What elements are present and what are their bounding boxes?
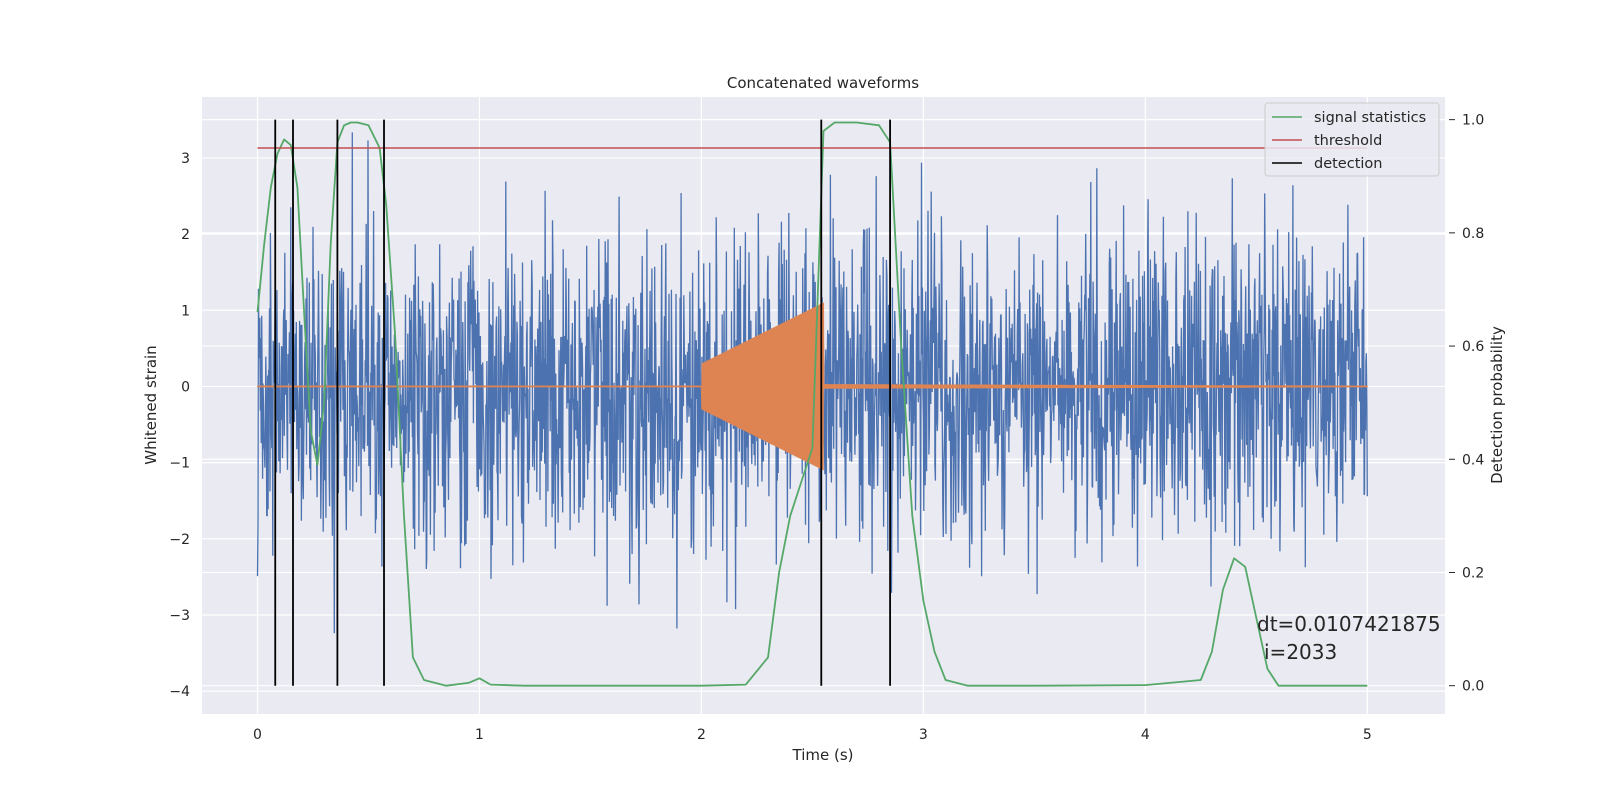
y-axis-label: Whitened strain [142,345,160,464]
y-tick-label: 3 [181,151,190,167]
y-tick-label: 1 [181,303,190,319]
x-tick-label: 0 [253,727,262,743]
x-tick-label: 2 [697,727,706,743]
y2-tick-label: 1.0 [1462,113,1484,129]
x-tick-label: 4 [1141,727,1150,743]
annotation-dt: dt=0.0107421875 [1257,612,1441,636]
y2-axis-label: Detection probability [1488,326,1506,484]
x-tick-label: 3 [919,727,928,743]
y-tick-label: −4 [169,684,190,700]
legend-label-threshold: threshold [1314,133,1382,149]
y2-tick-label: 0.8 [1462,226,1484,242]
y2-tick-label: 0.0 [1462,679,1484,695]
annotation-i: i=2033 [1264,640,1337,664]
signal-statistics-line [256,121,1368,687]
x-tick-label: 5 [1363,727,1372,743]
y2-tick-label: 0.4 [1462,452,1484,468]
injected-waveform-series [256,302,1368,471]
signal-statistics-series [256,121,1368,687]
y-tick-label: −1 [169,456,190,472]
y2-tick-label: 0.6 [1462,339,1484,355]
y-tick-label: −2 [169,532,190,548]
y-tick-label: 0 [181,379,190,395]
injected-waveform-line [256,302,1368,471]
y-tick-label: −3 [169,608,190,624]
x-axis-label: Time (s) [792,746,854,764]
tick-labels: 0 1 2 3 4 5 −4 −3 −2 −1 0 1 2 3 0.0 0.2 0.4 0.6 0.8 1.0 [169,113,1484,743]
y2-tick-label: 0.2 [1462,565,1484,581]
chart-title: Concatenated waveforms [727,74,919,92]
legend-label-detection: detection [1314,156,1382,172]
detection-lines [274,119,891,686]
x-tick-label: 1 [475,727,484,743]
legend: signal statistics threshold detection [1264,102,1440,177]
legend-label-signal-statistics: signal statistics [1314,110,1426,126]
legend-frame [1264,102,1440,177]
y-tick-label: 2 [181,227,190,243]
